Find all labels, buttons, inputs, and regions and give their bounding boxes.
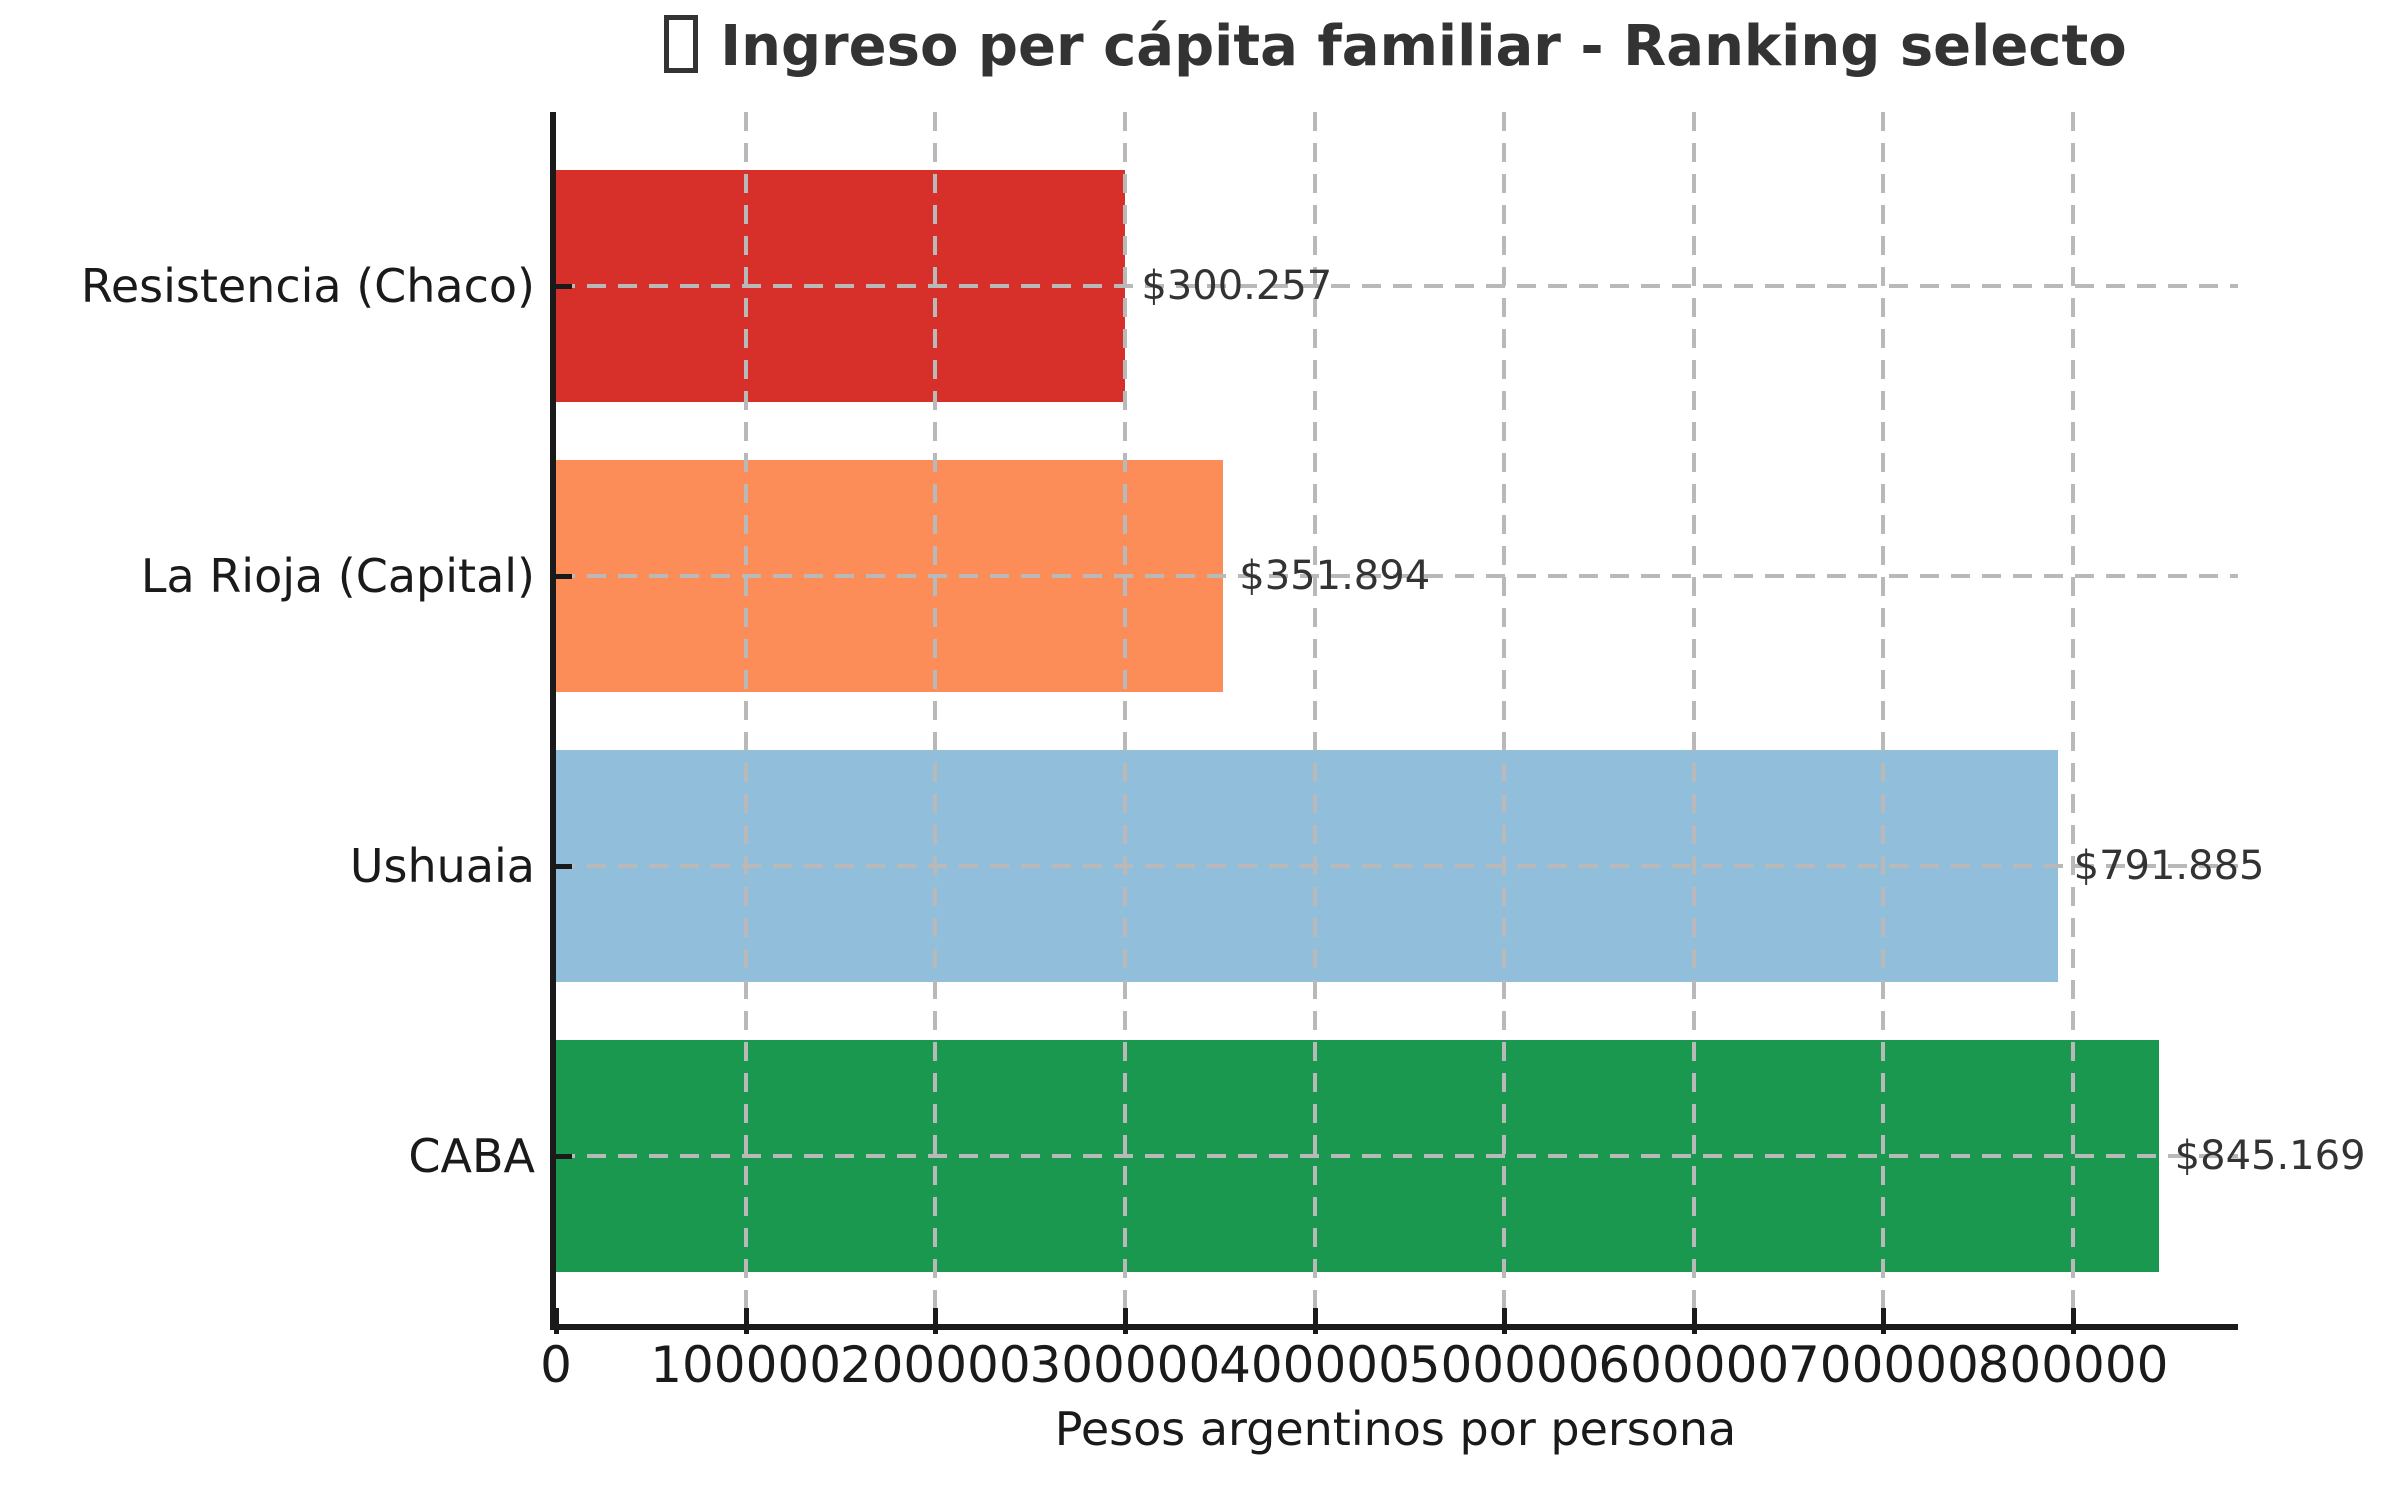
vertical-gridline bbox=[1312, 112, 1317, 1324]
x-axis-tick bbox=[933, 1308, 939, 1334]
horizontal-gridline bbox=[556, 284, 2238, 288]
horizontal-gridline bbox=[556, 574, 2238, 578]
x-axis-tick bbox=[1881, 1308, 1887, 1334]
y-axis-tick bbox=[556, 284, 572, 289]
chart-title: Ingreso per cápita familiar - Ranking se… bbox=[553, 14, 2238, 79]
bar-value-label: $791.885 bbox=[2073, 843, 2265, 889]
x-axis-tick-label: 500000 bbox=[1408, 1336, 1600, 1394]
x-axis-tick bbox=[1691, 1308, 1697, 1334]
vertical-gridline bbox=[1691, 112, 1696, 1324]
y-axis-tick-label: Resistencia (Chaco) bbox=[80, 259, 535, 313]
x-axis-tick-label: 200000 bbox=[839, 1336, 1031, 1394]
vertical-gridline bbox=[933, 112, 938, 1324]
horizontal-gridline bbox=[556, 1154, 2238, 1158]
x-axis-tick bbox=[2071, 1308, 2077, 1334]
x-axis-spine bbox=[550, 1324, 2238, 1330]
horizontal-gridline bbox=[556, 864, 2238, 868]
missing-glyph-box-icon bbox=[664, 15, 699, 73]
vertical-gridline bbox=[1502, 112, 1507, 1324]
x-axis-tick-label: 600000 bbox=[1598, 1336, 1790, 1394]
y-axis-tick-label: La Rioja (Capital) bbox=[140, 549, 535, 603]
x-axis-tick bbox=[1312, 1308, 1318, 1334]
y-axis-tick-label: CABA bbox=[408, 1129, 535, 1183]
x-axis-tick-labels: 0 100000 200000 300000 400000 500000 600000 700… bbox=[540, 1336, 2238, 1406]
x-axis-tick-label: 100000 bbox=[650, 1336, 842, 1394]
vertical-gridline bbox=[1881, 112, 1886, 1324]
y-axis-tick-label: Ushuaia bbox=[349, 839, 535, 893]
bar-value-label: $351.894 bbox=[1239, 553, 1431, 599]
bar-value-label: $845.169 bbox=[2174, 1133, 2366, 1179]
vertical-gridline bbox=[2071, 112, 2076, 1324]
vertical-gridline bbox=[743, 112, 748, 1324]
chart-title-text: Ingreso per cápita familiar - Ranking se… bbox=[720, 14, 2127, 79]
x-axis-tick bbox=[743, 1308, 749, 1334]
y-axis-labels: Resistencia (Chaco) La Rioja (Capital) Ush… bbox=[0, 112, 535, 1324]
x-axis-title: Pesos argentinos por persona bbox=[1054, 1402, 1737, 1456]
y-axis-tick bbox=[556, 1154, 572, 1159]
y-axis-spine bbox=[550, 112, 556, 1330]
x-axis-tick bbox=[554, 1308, 559, 1334]
x-axis-tick-label: 400000 bbox=[1219, 1336, 1410, 1394]
plot-area: $300.257 $351.894 $791.885 $845.169 bbox=[556, 112, 2366, 1324]
x-axis-tick-label: 800000 bbox=[1977, 1336, 2169, 1394]
x-axis-tick-label: 700000 bbox=[1787, 1336, 1979, 1394]
x-axis-tick-label: 300000 bbox=[1029, 1336, 1221, 1394]
y-axis-tick bbox=[556, 574, 572, 579]
x-axis-tick-label: 0 bbox=[540, 1336, 572, 1394]
x-axis-tick bbox=[1502, 1308, 1508, 1334]
x-axis-tick bbox=[1122, 1308, 1128, 1334]
y-axis-tick bbox=[556, 864, 572, 869]
vertical-gridline bbox=[1122, 112, 1127, 1324]
bar-value-label: $300.257 bbox=[1141, 263, 1333, 309]
